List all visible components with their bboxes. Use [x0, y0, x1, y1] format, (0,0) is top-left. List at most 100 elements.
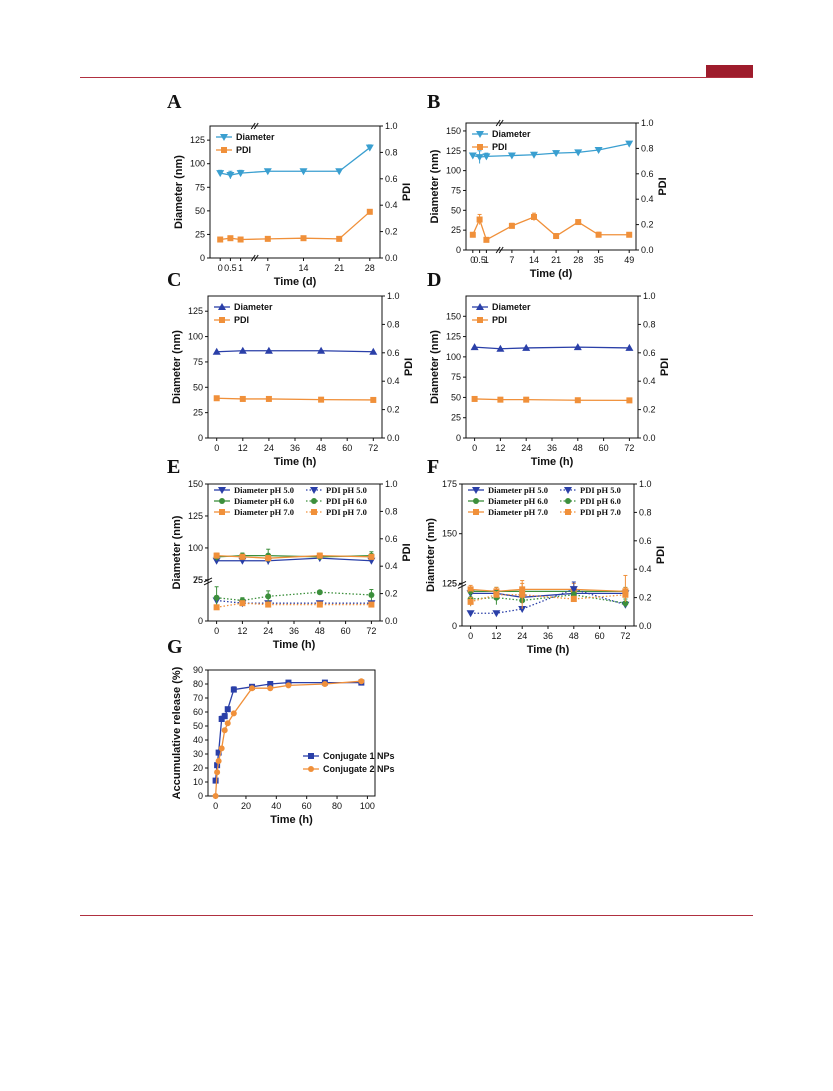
data-point: [507, 152, 516, 160]
y-tick-label: 100: [188, 332, 203, 342]
y-tick-label: 0: [456, 433, 461, 443]
data-point: [468, 152, 477, 160]
data-point: [625, 343, 634, 351]
legend-label: PDI pH 6.0: [326, 496, 367, 506]
y-tick-label: 25: [193, 408, 203, 418]
x-tick-label: 24: [521, 443, 531, 453]
legend-marker: [476, 131, 484, 138]
x-tick-label: 1: [238, 263, 243, 273]
y-axis-label: Diameter (nm): [173, 155, 185, 229]
data-point: [573, 343, 582, 351]
x-tick-label: 60: [342, 443, 352, 453]
legend-marker: [219, 509, 225, 515]
x-tick-label: 28: [573, 255, 583, 265]
panel-letter-d: D: [427, 269, 442, 291]
chart-panel-g: 0 10 20 30 40 50 60 70 80 90 0 20 40 60 80 100 Time (h) A…: [171, 665, 395, 826]
x-tick-label: 0.5: [224, 263, 237, 273]
y-tick-label: 100: [188, 543, 203, 553]
data-point: [626, 231, 633, 238]
y2-tick-label: 0.4: [385, 561, 398, 571]
data-point: [519, 591, 526, 598]
legend-marker: [473, 509, 479, 515]
x-tick-label: 0: [213, 801, 218, 811]
x-tick-label: 49: [624, 255, 634, 265]
data-point: [267, 681, 274, 687]
y2-axis-label: PDI: [403, 358, 415, 376]
y2-axis-label: PDI: [401, 183, 413, 201]
data-point: [212, 347, 221, 355]
data-point: [366, 208, 373, 215]
data-point: [213, 604, 220, 611]
data-point: [483, 236, 490, 243]
y-tick-label: 150: [446, 126, 461, 136]
x-tick-label: 35: [594, 255, 604, 265]
data-point: [471, 395, 478, 402]
y-tick-label: 90: [193, 665, 203, 675]
series-line: [220, 211, 371, 241]
axis-break-mark: [253, 122, 259, 130]
data-point: [336, 235, 343, 242]
y-tick-label: 25: [193, 575, 203, 585]
data-point: [508, 222, 515, 229]
x-tick-label: 0: [214, 443, 219, 453]
x-tick-label: 0.5: [473, 255, 486, 265]
y-tick-label: 0: [456, 245, 461, 255]
legend-label: PDI: [236, 145, 251, 155]
y2-tick-label: 1.0: [641, 118, 654, 128]
data-point: [368, 591, 375, 598]
y-tick-label: 125: [446, 146, 461, 156]
data-point: [212, 777, 219, 784]
data-point: [212, 793, 219, 799]
header-rule: [80, 77, 753, 78]
header-accent-tab: [706, 65, 753, 77]
data-point: [574, 397, 581, 404]
legend-label: Diameter pH 7.0: [234, 507, 294, 517]
y-tick-label: 25: [451, 413, 461, 423]
y-axis-label: Diameter (nm): [171, 515, 183, 589]
x-axis-label: Time (h): [274, 456, 317, 468]
data-point: [299, 168, 308, 176]
y-tick-label: 125: [442, 578, 457, 588]
legend-marker: [311, 498, 317, 504]
y2-tick-label: 0.6: [387, 348, 400, 358]
data-point: [265, 601, 272, 608]
legend-marker: [477, 317, 483, 323]
data-point: [492, 610, 501, 618]
y2-tick-label: 0.8: [385, 506, 398, 516]
data-point: [467, 586, 474, 593]
axis-break-mark: [495, 119, 501, 127]
y-tick-label: 175: [442, 479, 457, 489]
x-tick-label: 12: [491, 631, 501, 641]
chart-panel-c: 0 25 50 75 100 125 0.0 0.2 0.4 0.6 0.8 1.0 PDI 0 12 24 3…: [171, 291, 415, 468]
y-axis-label: Diameter (nm): [425, 518, 437, 592]
panel-letter-f: F: [427, 456, 440, 478]
y2-axis-label: PDI: [659, 358, 671, 376]
data-point: [216, 170, 225, 178]
data-point: [625, 140, 634, 148]
series-line: [472, 216, 630, 241]
chart-panel-b: 02550751001251500.00.20.40.60.81.0PDI00.…: [429, 118, 669, 280]
data-point: [264, 235, 271, 242]
y-axis-label: Diameter (nm): [429, 149, 441, 223]
y-tick-label: 100: [446, 352, 461, 362]
data-point: [335, 168, 344, 176]
data-point: [365, 144, 374, 152]
y2-axis-label: PDI: [655, 546, 667, 564]
axis-break-mark: [203, 580, 213, 586]
axis-break-mark: [253, 254, 259, 262]
y-tick-label: 0: [452, 621, 457, 631]
data-point: [224, 720, 231, 727]
x-tick-label: 80: [332, 801, 342, 811]
x-tick-label: 12: [237, 626, 247, 636]
y-tick-label: 75: [195, 182, 205, 192]
y2-tick-label: 0.8: [387, 319, 400, 329]
y-tick-label: 125: [188, 306, 203, 316]
data-point: [265, 555, 272, 562]
axis-break-mark: [250, 122, 256, 130]
legend-label: Diameter: [492, 302, 531, 312]
data-point: [622, 591, 629, 598]
y2-tick-label: 0.2: [385, 589, 398, 599]
data-point: [552, 150, 561, 158]
y2-tick-label: 0.0: [385, 616, 398, 626]
